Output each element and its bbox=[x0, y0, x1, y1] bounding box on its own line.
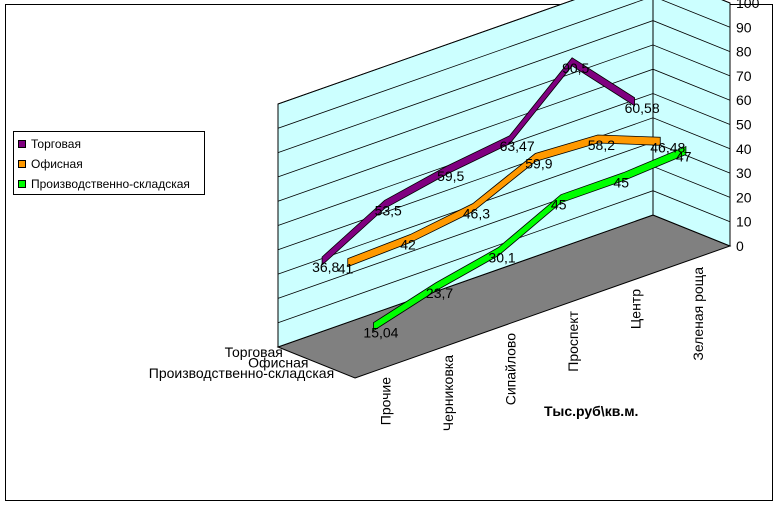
x-tick-label: Центр bbox=[627, 289, 643, 329]
x-tick-label: Сипайлово bbox=[502, 333, 518, 406]
x-tick-label: Проспект bbox=[565, 310, 581, 371]
legend-swatch-icon bbox=[18, 180, 26, 188]
y-tick-label: 50 bbox=[736, 117, 752, 133]
data-label: 60,58 bbox=[625, 100, 660, 116]
x-tick-label: Зеленая роща bbox=[690, 267, 706, 361]
series-ribbon bbox=[321, 57, 635, 266]
data-label: 58,2 bbox=[588, 137, 615, 153]
side-wall bbox=[652, 0, 731, 247]
x-tick-label: Прочие bbox=[377, 377, 393, 425]
data-label: 30,1 bbox=[488, 250, 515, 266]
data-label: 36,8 bbox=[312, 259, 339, 275]
data-label: 59,9 bbox=[525, 156, 552, 172]
gridline bbox=[277, 0, 731, 105]
data-label: 46,48 bbox=[650, 139, 685, 155]
data-label: 53,5 bbox=[375, 202, 402, 218]
legend: Торговая Офисная Производственно-складск… bbox=[13, 131, 205, 195]
data-label: 47 bbox=[676, 149, 692, 165]
gridline bbox=[277, 117, 731, 251]
z-tick-label: Офисная bbox=[248, 355, 308, 371]
data-label: 42 bbox=[400, 237, 416, 253]
gridline bbox=[277, 68, 731, 202]
series-ribbon bbox=[347, 134, 661, 268]
data-label: 45 bbox=[613, 175, 629, 191]
gridline bbox=[277, 20, 731, 153]
series-ribbon bbox=[373, 145, 687, 332]
gridline bbox=[277, 93, 731, 226]
y-tick-label: 100 bbox=[736, 0, 760, 11]
data-label: 15,04 bbox=[363, 325, 398, 341]
legend-item-ofisnaya: Офисная bbox=[18, 156, 83, 172]
x-tick-label: Черниковка bbox=[440, 355, 456, 431]
legend-item-torgovaya: Торговая bbox=[18, 136, 81, 152]
data-label: 23,7 bbox=[426, 285, 453, 301]
data-label: 59,5 bbox=[437, 168, 464, 184]
data-label: 90,5 bbox=[562, 60, 589, 76]
gridline bbox=[277, 0, 731, 129]
y-tick-label: 0 bbox=[736, 238, 744, 254]
z-tick-label: Производственно-складская bbox=[149, 365, 334, 381]
data-label: 46,3 bbox=[463, 206, 490, 222]
y-tick-label: 40 bbox=[736, 141, 752, 157]
y-tick-label: 80 bbox=[736, 44, 752, 60]
legend-label: Торговая bbox=[31, 137, 81, 151]
data-label: 63,47 bbox=[500, 138, 535, 154]
y-tick-label: 70 bbox=[736, 68, 752, 84]
x-axis-title: Тыс.руб\кв.м. bbox=[544, 403, 638, 419]
y-tick-label: 20 bbox=[736, 189, 752, 205]
y-tick-label: 10 bbox=[736, 214, 752, 230]
y-tick-label: 90 bbox=[736, 19, 752, 35]
z-tick-label: Торговая bbox=[225, 344, 283, 360]
legend-label: Производственно-складская bbox=[31, 177, 190, 191]
legend-label: Офисная bbox=[31, 157, 83, 171]
legend-item-proizv: Производственно-складская bbox=[18, 176, 190, 192]
y-tick-label: 30 bbox=[736, 165, 752, 181]
gridline bbox=[277, 44, 731, 178]
back-wall bbox=[277, 0, 654, 348]
gridline bbox=[277, 190, 731, 324]
legend-swatch-icon bbox=[18, 160, 26, 168]
data-label: 45 bbox=[551, 197, 567, 213]
data-label: 41 bbox=[338, 261, 354, 277]
legend-swatch-icon bbox=[18, 140, 26, 148]
y-tick-label: 60 bbox=[736, 92, 752, 108]
